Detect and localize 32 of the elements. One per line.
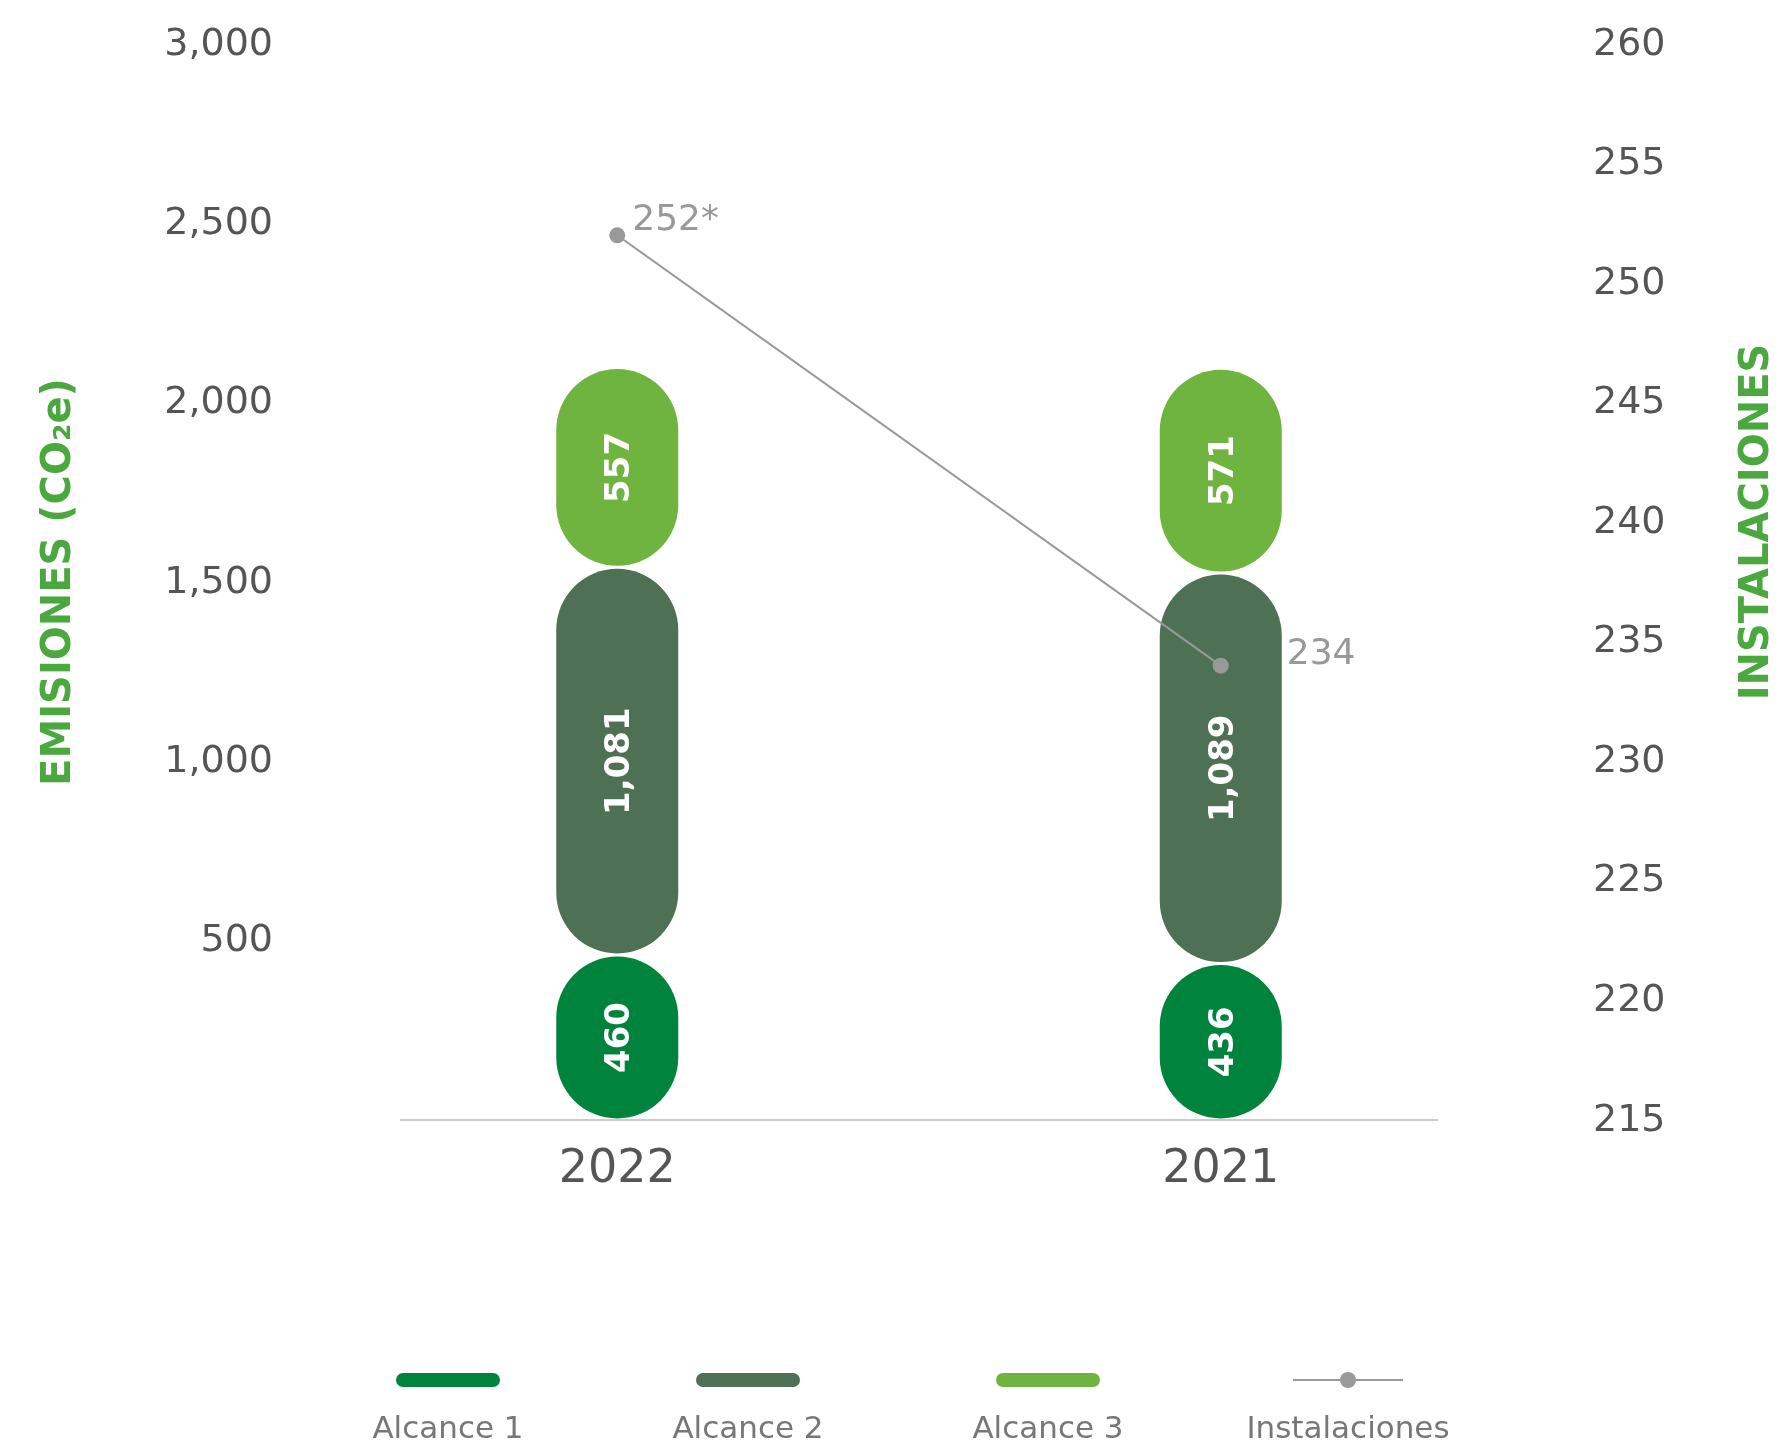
y-tick-label: 3,000 [164,19,273,64]
y2-tick-label: 245 [1593,378,1666,423]
y2-tick-label: 230 [1593,736,1666,781]
legend-label: Alcance 3 [972,1409,1124,1440]
x-tick-label: 2021 [1162,1139,1280,1193]
y2-axis-title: INSTALACIONES [1731,343,1777,701]
x-tick-label: 2022 [558,1139,676,1193]
data-label: 1,089 [1200,714,1241,823]
data-label: 571 [1200,435,1241,507]
data-label: 557 [597,431,638,503]
y2-tick-label: 215 [1593,1095,1666,1140]
y-tick-label: 2,000 [164,378,273,423]
y-tick-label: 1,000 [164,736,273,781]
legend-label: Alcance 2 [672,1409,824,1440]
y2-tick-label: 220 [1593,975,1666,1020]
y-tick-label: 1,500 [164,557,273,602]
y-tick-label: 2,500 [164,198,273,243]
y2-tick-label: 255 [1593,139,1666,184]
y2-tick-label: 235 [1593,617,1666,662]
y-tick-label: 500 [200,916,273,961]
y-axis-title: EMISIONES (CO₂e) [33,378,79,786]
y2-tick-label: 260 [1593,19,1666,64]
data-label: 234 [1286,630,1356,672]
data-label: 460 [597,1002,638,1073]
y2-tick-label: 225 [1593,856,1666,901]
data-label: 1,081 [597,707,638,815]
data-label: 252* [632,197,719,239]
legend-label: Alcance 1 [372,1409,524,1440]
legend-label: Instalaciones [1246,1409,1450,1440]
data-label: 436 [1200,1006,1241,1078]
y2-tick-label: 240 [1593,497,1666,542]
y2-tick-label: 250 [1593,258,1666,303]
